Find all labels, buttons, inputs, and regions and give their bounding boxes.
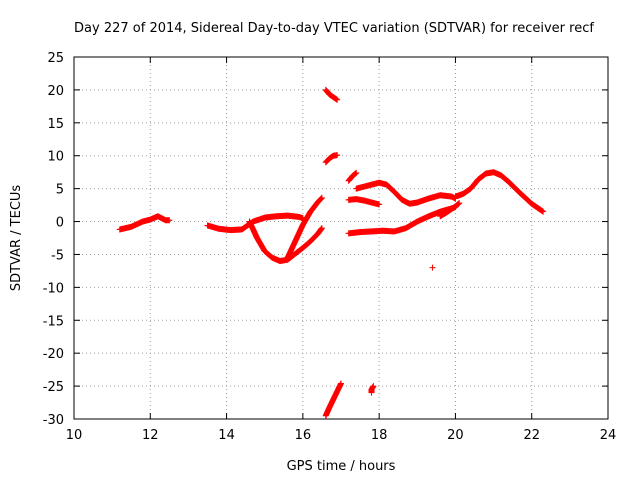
data-point — [353, 169, 360, 176]
y-tick-label: -5 — [51, 248, 64, 263]
data-point — [318, 195, 325, 202]
grid-lines — [74, 57, 608, 419]
x-tick-label: 12 — [142, 428, 159, 443]
y-tick-label: 10 — [47, 150, 64, 165]
x-tick-label: 18 — [371, 428, 388, 443]
data-point — [456, 200, 463, 207]
x-tick-label: 20 — [447, 428, 464, 443]
data-point — [334, 152, 341, 159]
y-tick-label: 15 — [47, 117, 64, 132]
y-tick-label: -30 — [43, 413, 64, 428]
x-axis-label: GPS time / hours — [287, 459, 396, 474]
plot-frame — [73, 56, 609, 420]
data-point — [338, 380, 344, 387]
y-axis-label: SDTVAR / TECUs — [9, 185, 24, 292]
y-tick-label: 25 — [47, 51, 64, 66]
data-point — [318, 194, 325, 201]
y-tick-label: 20 — [47, 84, 64, 99]
x-tick-label: 16 — [295, 428, 312, 443]
data-point — [334, 96, 341, 103]
x-tick-label: 10 — [66, 428, 83, 443]
data-point — [376, 201, 383, 208]
y-tick-label: -15 — [43, 314, 64, 329]
y-tick-label: 5 — [56, 183, 64, 198]
data-point — [318, 225, 325, 232]
data-point — [429, 264, 436, 271]
chart-title: Day 227 of 2014, Sidereal Day-to-day VTE… — [74, 21, 594, 36]
data-point — [370, 383, 377, 390]
axis-ticks: 10 12 14 16 18 20 22 24 -30 -25 -20 -15 -10 -5 0 5 10 15 2… — [43, 51, 617, 443]
data-points — [116, 86, 547, 419]
data-point — [317, 195, 324, 202]
y-tick-label: 0 — [56, 216, 64, 231]
x-tick-label: 24 — [600, 428, 617, 443]
y-tick-label: -20 — [43, 347, 64, 362]
y-tick-label: -10 — [43, 281, 64, 296]
data-point — [540, 208, 547, 215]
x-tick-label: 22 — [523, 428, 540, 443]
x-tick-label: 14 — [218, 428, 235, 443]
data-point — [166, 217, 173, 224]
y-tick-label: -25 — [43, 380, 64, 395]
